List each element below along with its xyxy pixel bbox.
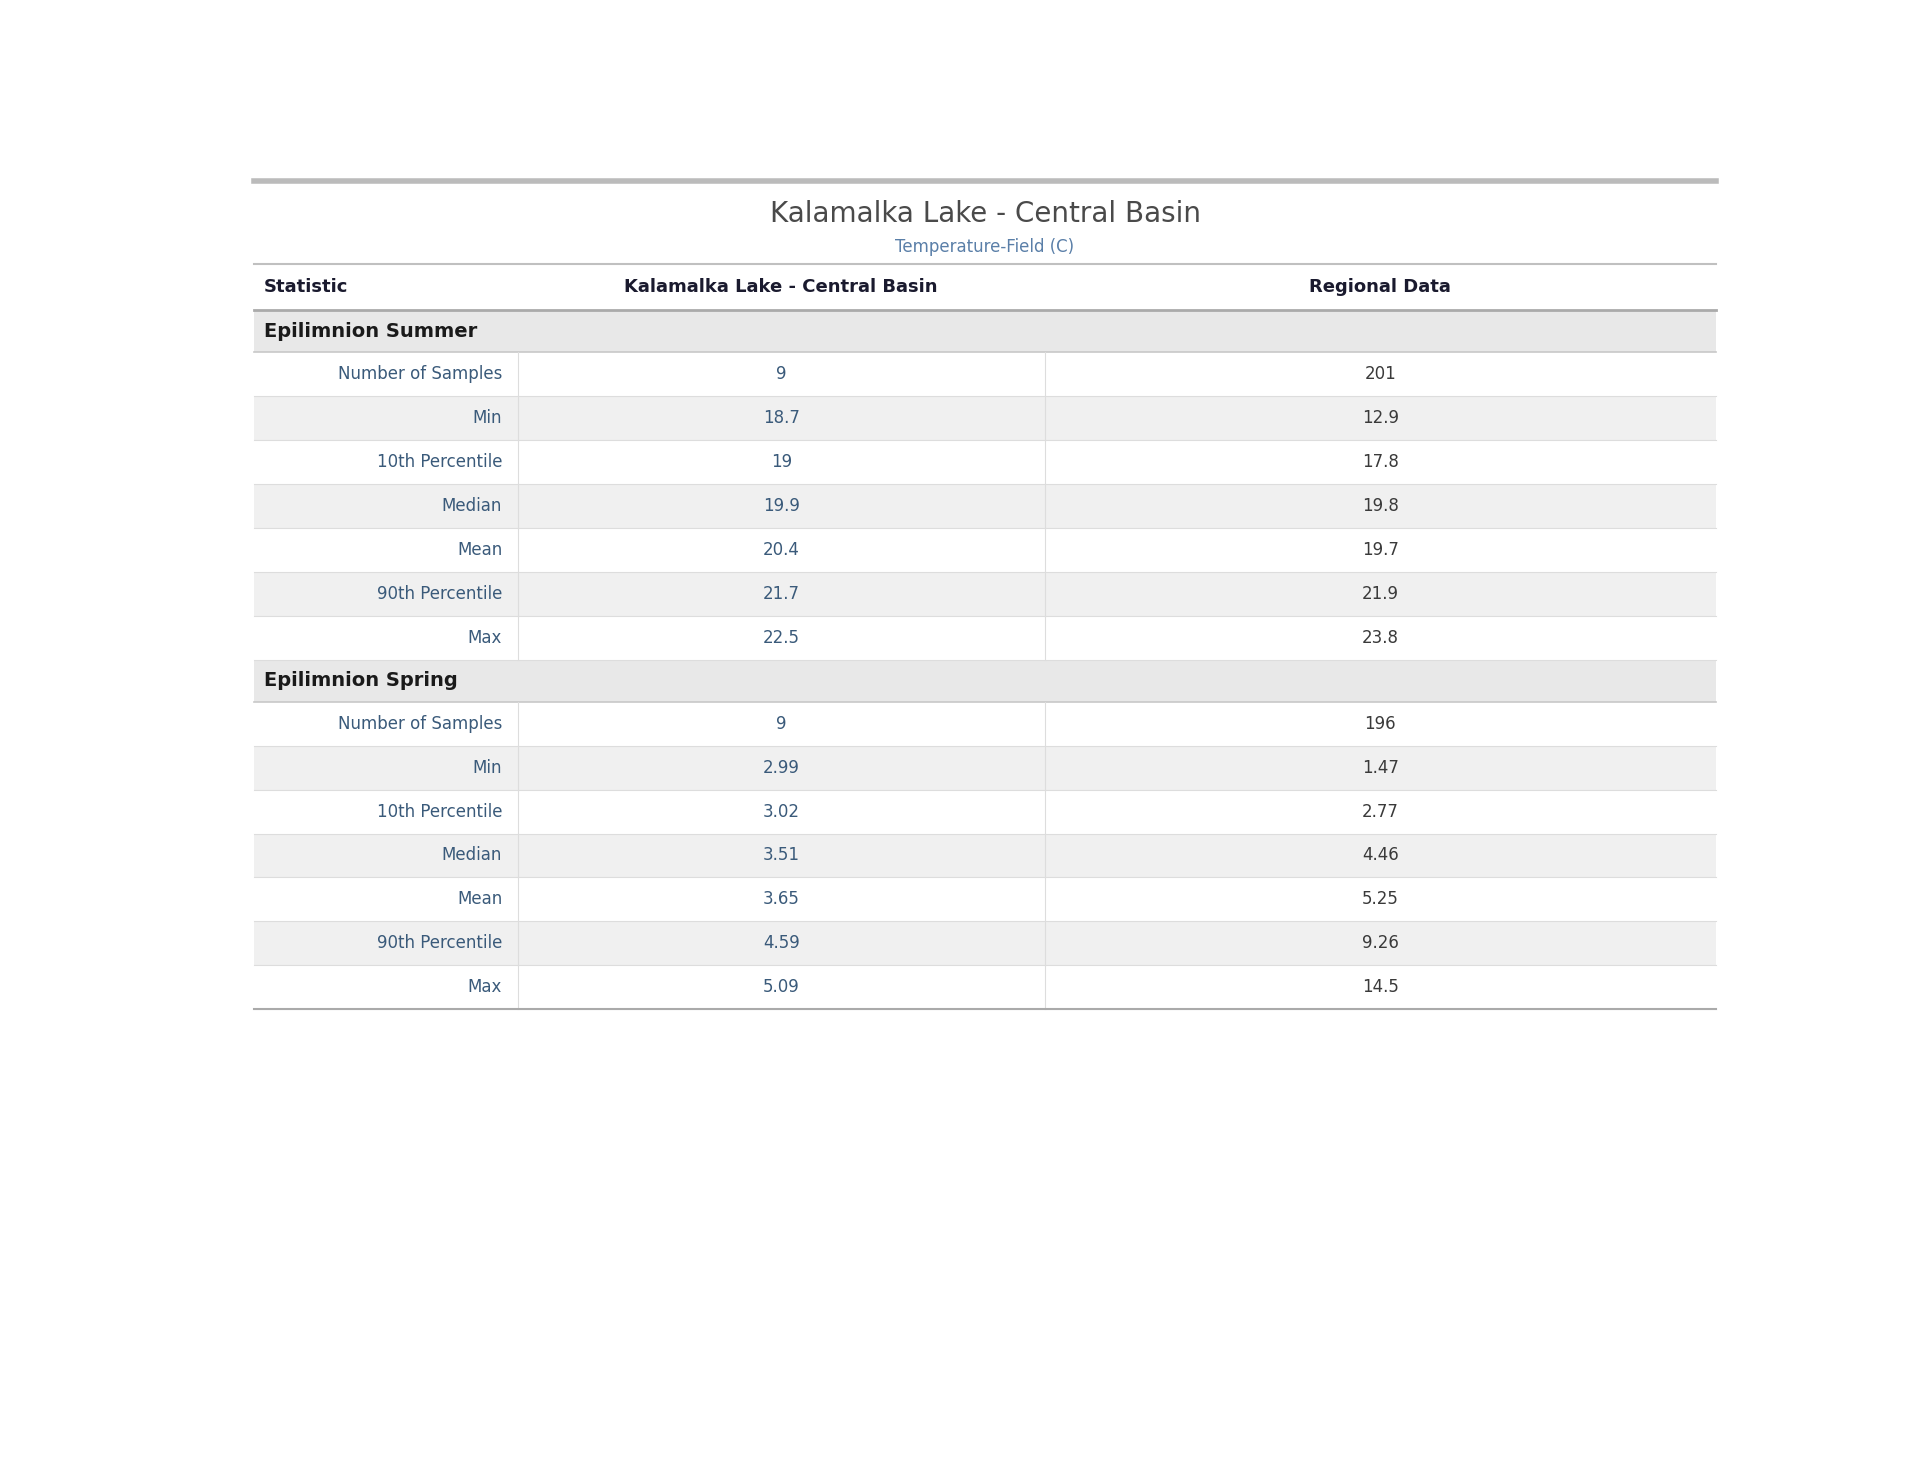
Text: 10th Percentile: 10th Percentile (377, 803, 502, 821)
Bar (254, 396, 1716, 439)
Text: 4.59: 4.59 (763, 934, 800, 952)
Text: Min: Min (473, 759, 502, 777)
Text: 21.9: 21.9 (1363, 584, 1399, 603)
Text: 3.65: 3.65 (763, 891, 800, 908)
Text: Kalamalka Lake - Central Basin: Kalamalka Lake - Central Basin (769, 200, 1201, 228)
Text: Number of Samples: Number of Samples (338, 715, 502, 733)
Text: 20.4: 20.4 (763, 540, 800, 559)
Text: 196: 196 (1365, 715, 1395, 733)
Text: 22.5: 22.5 (763, 629, 800, 647)
Text: Epilimnion Summer: Epilimnion Summer (263, 321, 477, 340)
Bar (254, 439, 1716, 483)
Bar (254, 877, 1716, 921)
Text: Regional Data: Regional Data (1309, 277, 1451, 296)
Text: 9: 9 (776, 365, 786, 383)
Bar (254, 965, 1716, 1009)
Bar (254, 529, 1716, 572)
Text: 12.9: 12.9 (1363, 409, 1399, 428)
Bar (254, 310, 1716, 352)
Bar (254, 790, 1716, 834)
Text: 90th Percentile: 90th Percentile (377, 584, 502, 603)
Text: 3.02: 3.02 (763, 803, 800, 821)
Text: 19.9: 19.9 (763, 496, 800, 515)
Text: 19.8: 19.8 (1363, 496, 1399, 515)
Bar (254, 616, 1716, 660)
Text: 14.5: 14.5 (1363, 978, 1399, 996)
Text: 23.8: 23.8 (1363, 629, 1399, 647)
Text: 90th Percentile: 90th Percentile (377, 934, 502, 952)
Text: 19: 19 (771, 453, 792, 472)
Text: 5.25: 5.25 (1363, 891, 1399, 908)
Text: Median: Median (442, 847, 502, 864)
Text: 9.26: 9.26 (1363, 934, 1399, 952)
Text: Temperature-Field (C): Temperature-Field (C) (896, 238, 1074, 256)
Text: 1.47: 1.47 (1363, 759, 1399, 777)
Text: 2.77: 2.77 (1363, 803, 1399, 821)
Bar (254, 660, 1716, 702)
Bar (254, 483, 1716, 529)
Text: Max: Max (467, 629, 502, 647)
Text: Kalamalka Lake - Central Basin: Kalamalka Lake - Central Basin (625, 277, 938, 296)
Text: 3.51: 3.51 (763, 847, 800, 864)
Bar (254, 572, 1716, 616)
Text: 2.99: 2.99 (763, 759, 800, 777)
Text: 19.7: 19.7 (1363, 540, 1399, 559)
Bar (254, 352, 1716, 396)
Text: 4.46: 4.46 (1363, 847, 1399, 864)
Text: 10th Percentile: 10th Percentile (377, 453, 502, 472)
Bar (254, 746, 1716, 790)
Bar (254, 834, 1716, 877)
Text: Max: Max (467, 978, 502, 996)
Text: Statistic: Statistic (263, 277, 348, 296)
Bar (254, 702, 1716, 746)
Text: 201: 201 (1365, 365, 1395, 383)
Text: Mean: Mean (457, 540, 502, 559)
Text: Number of Samples: Number of Samples (338, 365, 502, 383)
Text: 21.7: 21.7 (763, 584, 800, 603)
Text: Epilimnion Spring: Epilimnion Spring (263, 672, 457, 691)
Bar (254, 921, 1716, 965)
Text: 17.8: 17.8 (1363, 453, 1399, 472)
Text: 9: 9 (776, 715, 786, 733)
Text: 5.09: 5.09 (763, 978, 800, 996)
Text: Min: Min (473, 409, 502, 428)
Text: Median: Median (442, 496, 502, 515)
Text: Mean: Mean (457, 891, 502, 908)
Text: 18.7: 18.7 (763, 409, 800, 428)
